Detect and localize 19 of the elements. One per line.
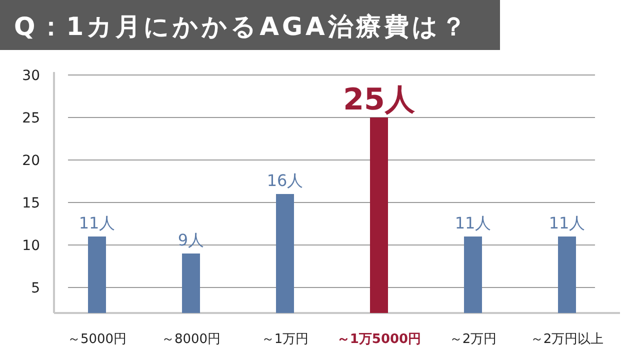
y-tick-label: 10: [22, 238, 40, 254]
data-label: 25人: [343, 82, 416, 118]
x-tick-label: ～1万5000円: [336, 332, 422, 347]
x-tick-label: ～2万円: [449, 332, 497, 347]
x-tick-label: ～8000円: [161, 332, 221, 347]
data-label: 16人: [266, 171, 304, 190]
y-tick-label: 15: [22, 196, 40, 212]
x-tick-label: ～2万円以上: [530, 332, 604, 347]
data-label: 11人: [78, 214, 116, 232]
data-label: 11人: [454, 214, 492, 232]
y-tick-label: 25: [22, 110, 40, 126]
data-label: 9人: [178, 230, 204, 250]
x-tick-label: ～5000円: [67, 332, 127, 347]
y-tick-label: 30: [22, 68, 40, 84]
data-label: 11人: [548, 214, 586, 232]
y-tick-label: 20: [22, 153, 40, 169]
chart-title: Q：1カ月にかかるAGA治療費は？: [14, 12, 469, 41]
y-tick-label: 5: [31, 280, 40, 296]
x-tick-label: ～1万円: [261, 332, 309, 347]
